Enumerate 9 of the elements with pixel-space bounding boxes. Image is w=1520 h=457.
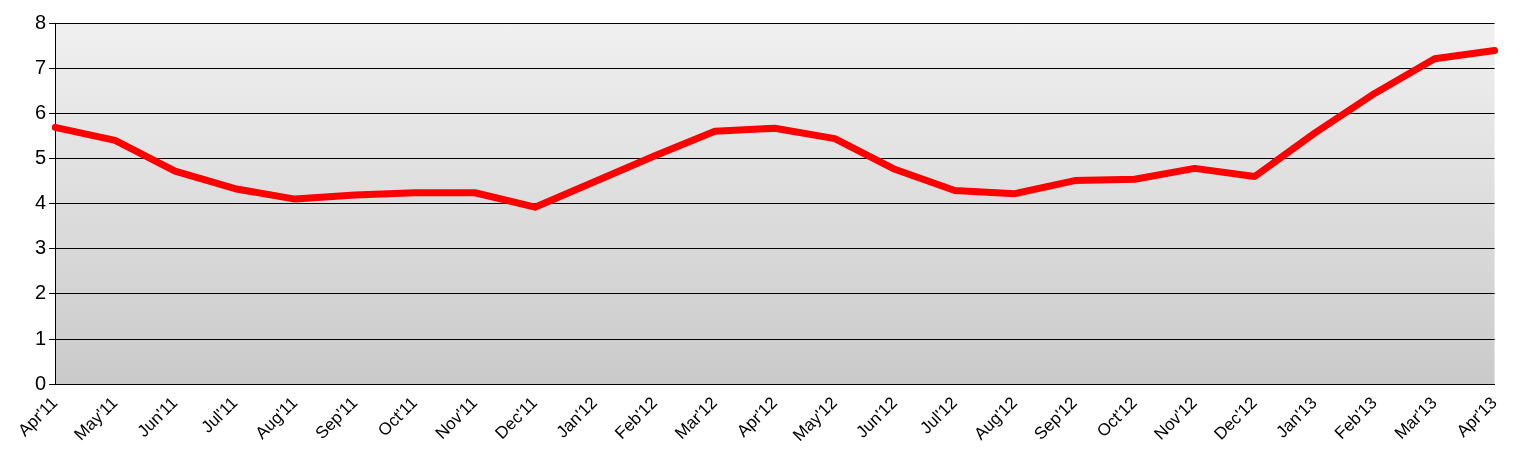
y-tick-label: 6 [35, 100, 47, 123]
y-tick-label: 5 [35, 145, 47, 168]
y-tick-label: 3 [35, 236, 47, 259]
y-tick-label: 8 [35, 10, 47, 33]
y-tick-label: 1 [35, 326, 47, 349]
y-tick-label: 2 [35, 281, 47, 304]
y-tick-label: 7 [35, 55, 47, 78]
y-tick-label: 4 [35, 191, 47, 214]
y-tick-label: 0 [35, 371, 47, 394]
